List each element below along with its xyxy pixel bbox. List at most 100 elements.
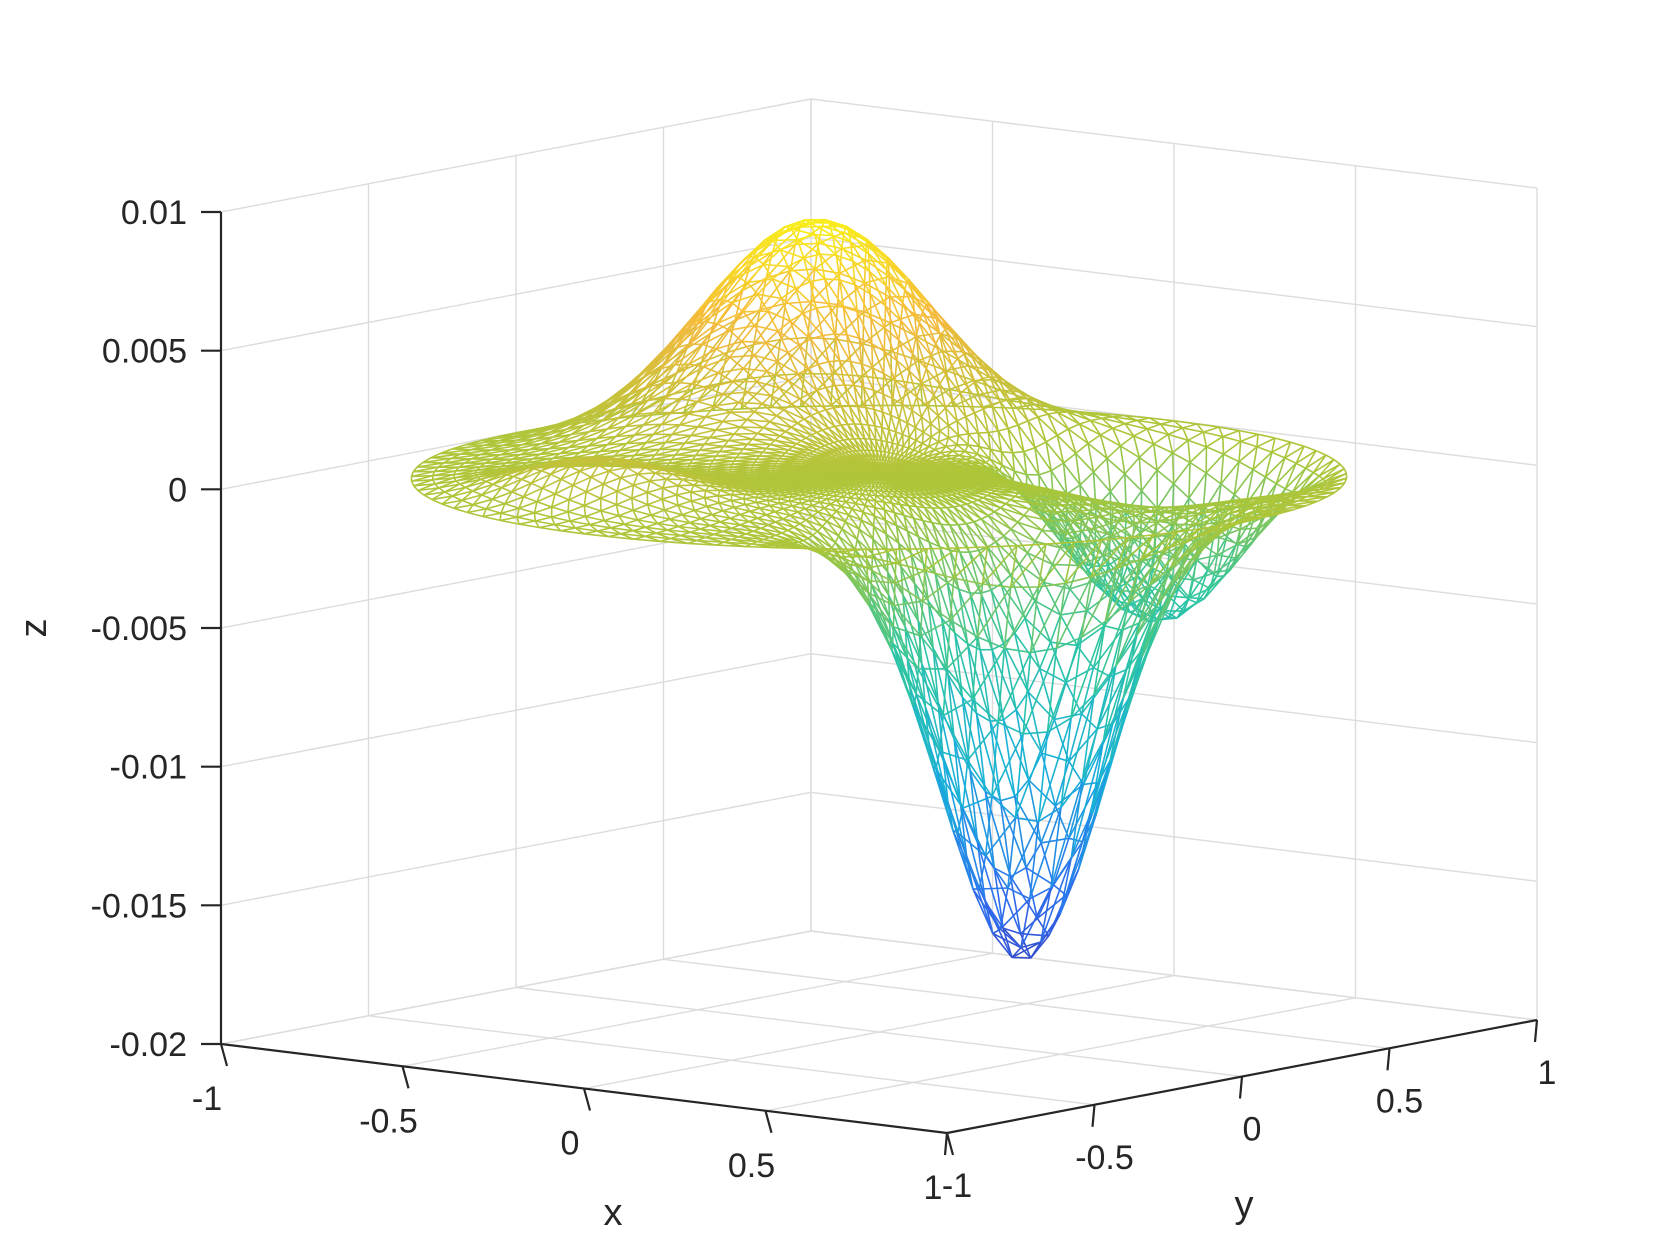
mesh-edge: [855, 502, 866, 507]
mesh-edge: [1187, 598, 1198, 604]
mesh-edge: [999, 401, 1019, 426]
mesh-edge: [644, 364, 675, 389]
mesh-edge: [772, 228, 792, 242]
mesh-edge: [802, 312, 824, 337]
mesh-edge: [1017, 397, 1039, 418]
mesh-edge: [886, 491, 891, 497]
mesh-edge: [940, 450, 953, 454]
mesh-edge: [1119, 445, 1140, 459]
mesh-edge: [1189, 596, 1205, 600]
mesh-edge: [1164, 508, 1185, 513]
mesh-edge: [825, 409, 836, 427]
mesh-edge: [979, 445, 991, 451]
mesh-edge: [963, 353, 984, 379]
mesh-edge: [917, 443, 924, 453]
mesh-edge: [866, 499, 876, 509]
mesh-edge: [868, 494, 876, 502]
mesh-edge: [930, 354, 947, 375]
mesh-edge: [999, 389, 1008, 401]
mesh-edge: [679, 443, 705, 451]
mesh-edge: [875, 439, 882, 452]
mesh-edge: [925, 368, 935, 396]
mesh-edge: [952, 400, 958, 421]
mesh-edge: [882, 495, 893, 504]
mesh-edge: [752, 438, 775, 442]
mesh-edge: [900, 503, 909, 507]
mesh-edge: [999, 401, 1009, 429]
mesh-edge: [410, 480, 415, 487]
mesh-edge: [834, 385, 843, 407]
mesh-edge: [660, 364, 676, 385]
mesh-edge: [1000, 398, 1010, 403]
mesh-edge: [982, 409, 990, 433]
mesh-edge: [565, 407, 599, 426]
mesh-edge: [675, 343, 690, 349]
mesh-edge: [645, 433, 673, 444]
mesh-edge: [911, 337, 917, 354]
mesh-edge: [845, 501, 856, 505]
mesh-edge: [811, 300, 838, 306]
mesh-edge: [1123, 506, 1149, 513]
mesh-edge: [828, 222, 849, 231]
mesh-edge: [1252, 451, 1273, 471]
mesh-edge: [1078, 507, 1104, 513]
mesh-edge: [431, 495, 453, 501]
mesh-edge: [803, 418, 818, 434]
mesh-edge: [959, 450, 966, 457]
mesh-edge: [417, 487, 439, 492]
mesh-edge: [822, 427, 829, 431]
mesh-edge: [716, 311, 744, 325]
mesh-edge: [1017, 397, 1029, 422]
mesh-edge: [997, 430, 1014, 454]
mesh-edge: [1028, 508, 1049, 522]
mesh-edge: [459, 478, 481, 485]
mesh-edge: [858, 337, 873, 345]
mesh-edge: [531, 423, 566, 436]
mesh-edge: [559, 445, 589, 455]
mesh-edge: [799, 398, 812, 416]
mesh-edge: [965, 523, 989, 548]
mesh-edge: [740, 426, 758, 435]
mesh-edge: [1023, 451, 1040, 476]
mesh-edge: [1037, 416, 1058, 436]
mesh-edge: [846, 334, 852, 362]
mesh-edge: [1172, 452, 1191, 464]
mesh-edge: [754, 324, 779, 332]
mesh-edge: [541, 462, 562, 472]
mesh-edge: [860, 379, 893, 407]
mesh-edge: [809, 281, 831, 307]
mesh-edge: [1238, 527, 1261, 545]
mesh-edge: [1238, 536, 1257, 545]
mesh-edge: [1068, 423, 1080, 430]
mesh-edge: [860, 424, 866, 439]
mesh-edge: [803, 337, 809, 374]
mesh-edge: [885, 269, 904, 304]
mesh-edge: [938, 437, 949, 443]
mesh-edge: [896, 496, 910, 507]
mesh-edge: [1101, 417, 1126, 425]
mesh-edge: [865, 407, 876, 427]
mesh-edge: [1322, 463, 1341, 480]
mesh-edge: [722, 411, 732, 423]
mesh-edge: [809, 338, 820, 365]
mesh-edge: [881, 490, 891, 498]
mesh-edge: [967, 381, 976, 388]
mesh-edge: [780, 249, 805, 259]
mesh-edge: [1340, 482, 1346, 489]
mesh-edge: [707, 387, 724, 395]
mesh-edge: [939, 507, 951, 526]
mesh-edge: [1217, 543, 1239, 556]
mesh-edge: [922, 311, 942, 336]
mesh-edge: [982, 408, 999, 432]
mesh-edge: [937, 430, 941, 442]
side-wall-grid-line-z: [220, 237, 812, 352]
mesh-edge: [1188, 472, 1207, 499]
mesh-edge: [856, 406, 862, 425]
mesh-edge: [492, 491, 513, 500]
mesh-edge: [1078, 423, 1089, 444]
mesh-edge: [472, 490, 483, 496]
mesh-edge: [1005, 503, 1025, 517]
mesh-edge: [882, 373, 885, 395]
mesh-edge: [946, 507, 959, 526]
mesh-edge: [697, 416, 707, 428]
